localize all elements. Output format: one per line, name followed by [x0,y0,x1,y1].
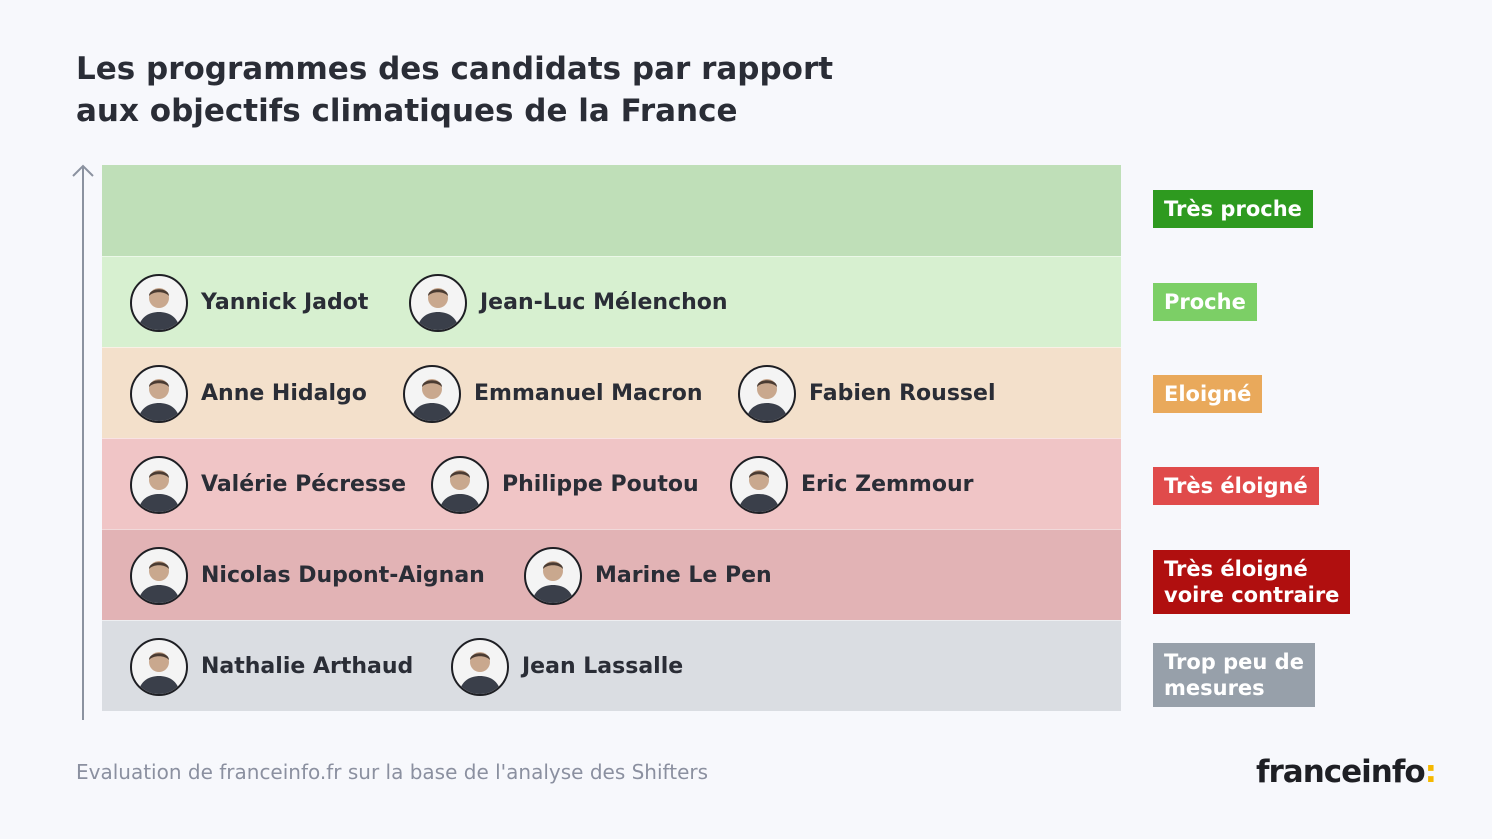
band-tres-eloigne: Valérie Pécresse Philippe Poutou Eric Zemm… [102,438,1121,529]
candidate-photo [130,455,188,514]
candidate-photo [431,455,489,514]
franceinfo-logo: franceinfo: [1256,754,1437,790]
legend-tres-eloigne: Très éloigné [1153,467,1319,505]
candidate-nicolas-dupont-aignan: Nicolas Dupont-Aignan [130,530,485,621]
candidate-photo [130,546,188,605]
candidate-photo [130,273,188,332]
candidate-name: Jean-Luc Mélenchon [480,290,728,315]
candidate-photo [524,546,582,605]
candidate-photo [130,364,188,423]
chart-title-line-2: aux objectifs climatiques de la France [76,93,738,129]
candidate-photo [738,364,796,423]
candidate-valerie-pecresse: Valérie Pécresse [130,439,406,530]
candidate-name: Emmanuel Macron [474,381,703,406]
candidate-name: Eric Zemmour [801,472,974,497]
candidate-fabien-roussel: Fabien Roussel [738,348,995,439]
candidate-photo [409,273,467,332]
candidate-name: Marine Le Pen [595,563,772,588]
legend-line: mesures [1164,676,1265,700]
legend-eloigne: Eloigné [1153,375,1263,413]
candidate-name: Fabien Roussel [809,381,996,406]
candidate-jean-luc-melenchon: Jean-Luc Mélenchon [409,257,728,348]
band-proche: Yannick Jadot Jean-Luc Mélenchon [102,256,1121,347]
candidate-name: Philippe Poutou [502,472,699,497]
candidate-jean-lassalle: Jean Lassalle [451,621,683,712]
vertical-axis-arrow [72,164,94,720]
rating-chart: Yannick Jadot Jean-Luc Mélenchon Anne Hida… [102,165,1121,711]
band-tres-proche [102,165,1121,256]
legend-line: Trop peu de [1164,650,1304,674]
legend-tres-eloigne-voire-contraire: Très éloigné voire contraire [1153,550,1351,614]
candidate-philippe-poutou: Philippe Poutou [431,439,699,530]
band-eloigne: Anne Hidalgo Emmanuel Macron Fabien Rousse… [102,347,1121,438]
logo-colon: : [1424,754,1437,790]
candidate-anne-hidalgo: Anne Hidalgo [130,348,367,439]
candidate-photo [451,637,509,696]
legend-line: voire contraire [1164,583,1340,607]
legend-line: Très éloigné [1164,557,1308,581]
candidate-name: Anne Hidalgo [201,381,367,406]
source-note: Evaluation de franceinfo.fr sur la base … [76,760,709,784]
candidate-yannick-jadot: Yannick Jadot [130,257,368,348]
candidate-nathalie-arthaud: Nathalie Arthaud [130,621,413,712]
legend-proche: Proche [1153,283,1257,321]
candidate-name: Jean Lassalle [522,654,684,679]
candidate-marine-le-pen: Marine Le Pen [524,530,772,621]
band-tres-eloigne-voire-contraire: Nicolas Dupont-Aignan Marine Le Pen [102,529,1121,620]
candidate-photo [403,364,461,423]
band-trop-peu-de-mesures: Nathalie Arthaud Jean Lassalle [102,620,1121,711]
candidate-eric-zemmour: Eric Zemmour [730,439,973,530]
legend-trop-peu-de-mesures: Trop peu de mesures [1153,643,1315,707]
logo-text: franceinfo [1256,754,1426,790]
candidate-name: Nicolas Dupont-Aignan [201,563,485,588]
candidate-name: Valérie Pécresse [201,472,407,497]
chart-title-line-1: Les programmes des candidats par rapport [76,51,834,87]
candidate-photo [730,455,788,514]
candidate-emmanuel-macron: Emmanuel Macron [403,348,703,439]
legend-tres-proche: Très proche [1153,190,1313,228]
candidate-name: Yannick Jadot [201,290,369,315]
chart-title: Les programmes des candidats par rapport… [76,48,833,132]
candidate-photo [130,637,188,696]
candidate-name: Nathalie Arthaud [201,654,414,679]
